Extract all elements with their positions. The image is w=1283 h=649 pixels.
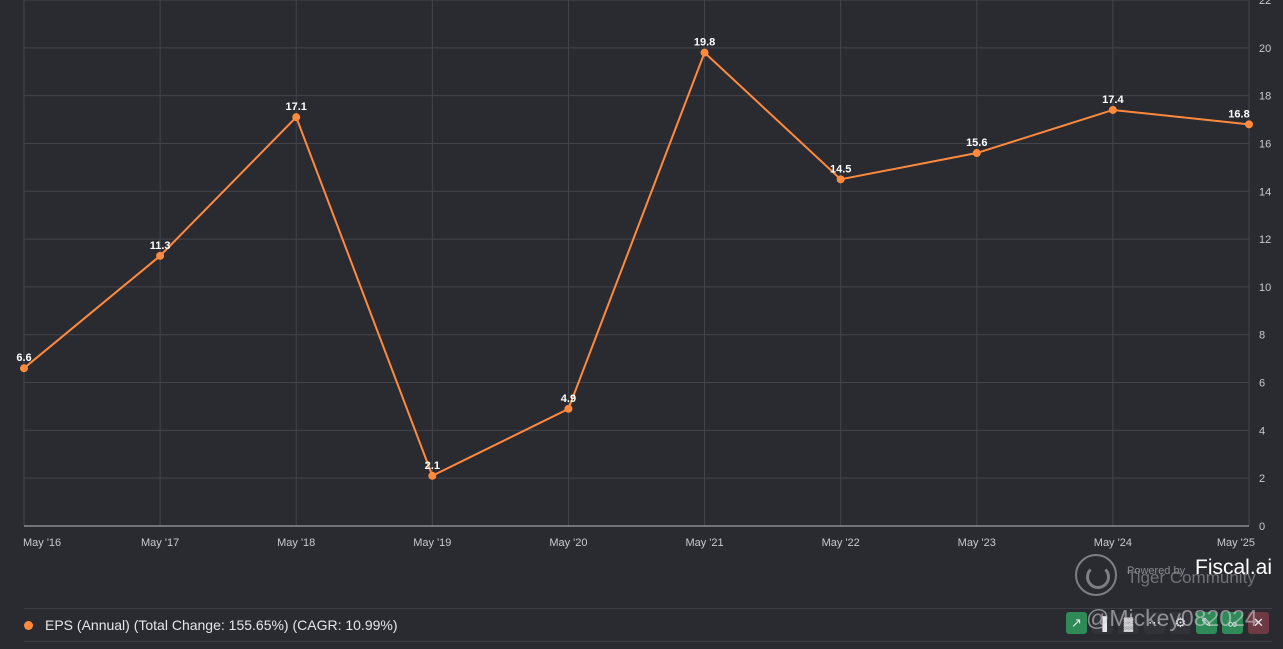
data-label: 2.1 — [425, 460, 440, 472]
data-label: 17.4 — [1102, 94, 1124, 106]
line-chart-icon[interactable]: ↗ — [1066, 612, 1087, 634]
y-tick-label: 16 — [1259, 138, 1271, 150]
data-point[interactable] — [156, 251, 165, 260]
powered-by-label: Powered by — [1127, 565, 1186, 577]
y-tick-label: 8 — [1259, 330, 1265, 342]
x-tick-label: May '20 — [549, 537, 587, 549]
pin-icon[interactable]: ✎ — [1196, 612, 1217, 634]
data-label: 17.1 — [286, 101, 307, 113]
y-tick-label: 0 — [1259, 521, 1265, 533]
branding: Tiger Community Powered by Fiscal.ai — [1075, 552, 1275, 602]
data-point[interactable] — [700, 48, 709, 57]
data-label: 14.5 — [830, 163, 851, 175]
x-tick-label: May '16 — [23, 537, 61, 549]
y-tick-label: 18 — [1259, 91, 1271, 103]
link-icon[interactable]: ∞ — [1222, 612, 1243, 634]
legend-label[interactable]: EPS (Annual) (Total Change: 155.65%) (CA… — [45, 617, 398, 633]
legend-marker-icon — [24, 620, 33, 630]
data-point[interactable] — [1245, 120, 1253, 129]
data-point[interactable] — [20, 364, 28, 373]
eps-line-chart: 0 2 4 6 8 10 12 14 16 18 20 22 May '16 May '17 May '18… — [16, 0, 1271, 549]
y-tick-label: 6 — [1259, 378, 1265, 390]
data-point[interactable] — [972, 149, 981, 158]
data-point[interactable] — [1108, 105, 1117, 114]
y-tick-label: 4 — [1259, 425, 1265, 437]
y-tick-label: 2 — [1259, 473, 1265, 485]
y-tick-label: 20 — [1259, 43, 1271, 55]
x-tick-label: May '23 — [958, 537, 996, 549]
data-point[interactable] — [428, 471, 437, 480]
tiger-community-text: Tiger Community — [1127, 568, 1256, 587]
stacked-bar-icon[interactable]: ▓ — [1118, 612, 1139, 634]
close-icon[interactable]: ✕ — [1248, 612, 1269, 634]
tiger-logo-icon — [1075, 554, 1117, 596]
y-tick-label: 14 — [1259, 186, 1271, 198]
data-label: 11.3 — [150, 240, 171, 252]
x-tick-label: May '22 — [822, 537, 860, 549]
data-label: 6.6 — [16, 352, 31, 364]
y-tick-label: 12 — [1259, 234, 1271, 246]
axes: 0 2 4 6 8 10 12 14 16 18 20 22 May '16 May '17 May '18… — [23, 0, 1271, 549]
data-label: 16.8 — [1228, 108, 1249, 120]
watermark-text: @Mickey082024 — [1086, 605, 1258, 631]
x-tick-label: May '17 — [141, 537, 179, 549]
chart-toolbar: ↗ ▐ ▓ ⋯ ⚙ ✎ ∞ ✕ — [1066, 612, 1269, 636]
data-label: 19.8 — [694, 37, 715, 49]
data-point[interactable] — [292, 113, 301, 122]
fiscal-ai-logo: Fiscal.ai — [1195, 556, 1273, 579]
x-tick-label: May '19 — [413, 537, 451, 549]
data-label: 4.9 — [561, 393, 576, 405]
data-point[interactable] — [836, 175, 845, 184]
gear-icon[interactable]: ⚙ — [1170, 612, 1191, 634]
more-icon[interactable]: ⋯ — [1144, 612, 1165, 634]
data-labels: 6.6 11.3 17.1 2.1 4.9 19.8 14.5 15.6 17.4 16.8 — [16, 37, 1249, 472]
x-tick-label: May '25 — [1217, 537, 1255, 549]
y-tick-label: 22 — [1259, 0, 1271, 7]
legend: EPS (Annual) (Total Change: 155.65%) (CA… — [24, 608, 1272, 642]
series-line — [23, 50, 1250, 478]
series-eps — [20, 48, 1253, 480]
bar-chart-icon[interactable]: ▐ — [1092, 612, 1113, 634]
data-point[interactable] — [564, 404, 573, 413]
data-label: 15.6 — [966, 137, 987, 149]
y-tick-label: 10 — [1259, 282, 1271, 294]
x-tick-label: May '24 — [1094, 537, 1132, 549]
x-tick-label: May '21 — [685, 537, 723, 549]
x-tick-label: May '18 — [277, 537, 315, 549]
grid — [23, 0, 1250, 526]
